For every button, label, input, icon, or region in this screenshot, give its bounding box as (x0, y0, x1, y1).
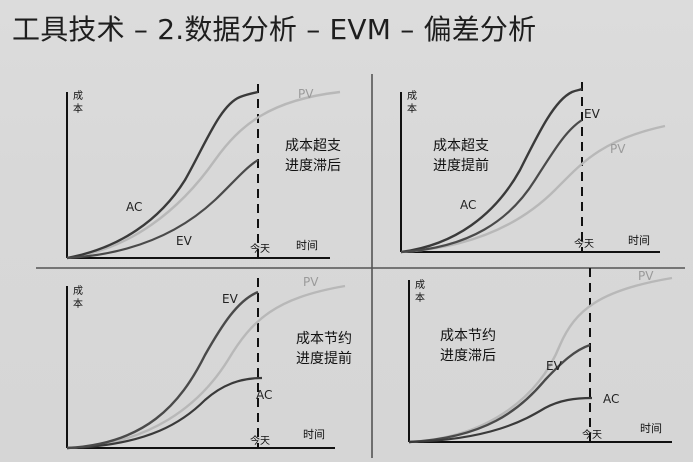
y-axis-label-bottom: 本 (415, 291, 425, 304)
y-axis-label-top: 成 (73, 285, 83, 297)
ac-curve (66, 90, 259, 260)
ac-curve (66, 376, 263, 450)
ac-label: AC (460, 198, 476, 212)
y-axis-label-top: 成 (407, 90, 417, 102)
pv-label: PV (610, 142, 626, 156)
panel-cost-overrun-schedule-behind: 成 本 时间 今天 PV AC EV 成本超支 进度滞后 (66, 84, 341, 260)
today-label: 今天 (582, 428, 602, 441)
caption-line-2: 进度滞后 (285, 158, 341, 174)
ev-curve (400, 119, 583, 254)
ev-label: EV (546, 359, 563, 373)
y-axis-label-bottom: 本 (73, 102, 83, 115)
ev-label: EV (584, 107, 601, 121)
page-title: 工具技术 – 2.数据分析 – EVM – 偏差分析 (12, 13, 537, 46)
caption-line-2: 进度提前 (296, 350, 352, 367)
ev-curve (66, 159, 259, 260)
y-axis-label-bottom: 本 (407, 102, 417, 115)
panel-cost-saving-schedule-ahead: 成 本 时间 今天 PV AC EV 成本节约 进度提前 (66, 275, 352, 450)
ac-curve (408, 396, 593, 444)
x-axis-label: 时间 (303, 428, 325, 441)
ev-curve (408, 343, 591, 444)
pv-label: PV (298, 87, 314, 101)
x-axis-label: 时间 (640, 422, 662, 435)
pv-curve (408, 276, 673, 444)
pv-curve (66, 284, 346, 450)
today-label: 今天 (250, 434, 270, 447)
caption-line-2: 进度提前 (433, 157, 489, 174)
ac-curve (400, 87, 583, 254)
x-axis-label: 时间 (296, 239, 318, 252)
y-axis-label-top: 成 (73, 90, 83, 102)
ac-label: AC (603, 392, 619, 406)
pv-curve (66, 90, 341, 260)
today-label: 今天 (250, 242, 270, 255)
y-axis-label-top: 成 (415, 279, 425, 291)
pv-label: PV (303, 275, 319, 289)
x-axis-label: 时间 (628, 234, 650, 247)
ev-label: EV (222, 292, 239, 306)
ac-label: AC (126, 200, 142, 214)
y-axis-label-bottom: 本 (73, 297, 83, 310)
ev-label: EV (176, 234, 193, 248)
panel-cost-saving-schedule-behind: 成 本 时间 今天 PV AC EV 成本节约 进度滞后 (408, 268, 673, 444)
caption-line-1: 成本节约 (440, 328, 496, 344)
ev-curve (66, 290, 259, 450)
caption-line-2: 进度滞后 (440, 348, 496, 364)
ac-label: AC (256, 388, 272, 402)
panel-cost-overrun-schedule-ahead: 成 本 时间 今天 PV AC EV 成本超支 进度提前 (400, 82, 666, 254)
caption-line-1: 成本节约 (296, 331, 352, 347)
caption-line-1: 成本超支 (433, 138, 489, 154)
today-label: 今天 (574, 237, 594, 250)
pv-label: PV (638, 269, 654, 283)
pv-curve (400, 124, 666, 254)
caption-line-1: 成本超支 (285, 138, 341, 154)
